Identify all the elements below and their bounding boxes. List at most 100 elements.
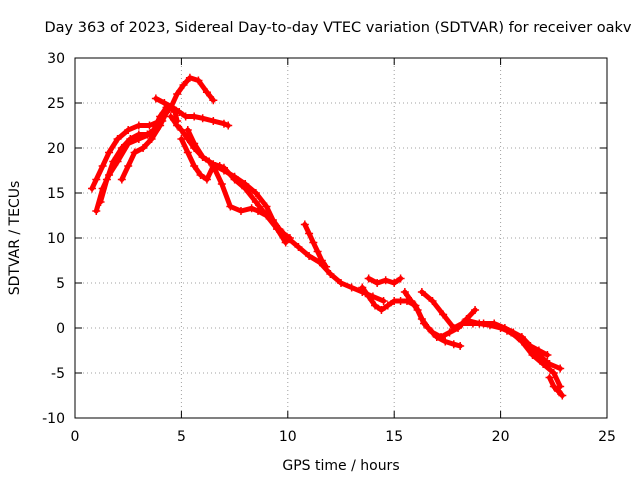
data-point bbox=[364, 274, 373, 283]
data-point bbox=[441, 337, 450, 346]
data-point bbox=[449, 324, 458, 332]
data-point bbox=[134, 121, 143, 130]
series-line bbox=[466, 318, 563, 371]
data-point bbox=[358, 283, 367, 292]
y-tick-label: 30 bbox=[47, 51, 65, 67]
data-point bbox=[326, 270, 335, 278]
x-tick-label: 25 bbox=[598, 429, 616, 445]
data-point bbox=[283, 234, 292, 242]
data-point bbox=[458, 319, 467, 328]
data-point bbox=[507, 328, 516, 337]
data-point bbox=[247, 204, 256, 213]
data-point bbox=[556, 364, 565, 373]
data-point bbox=[219, 166, 228, 175]
grid bbox=[75, 58, 607, 418]
x-tick-label: 15 bbox=[385, 429, 403, 445]
data-point bbox=[549, 382, 558, 391]
data-point bbox=[224, 121, 233, 130]
y-tick-label: -5 bbox=[51, 366, 65, 382]
axis-ticks bbox=[74, 57, 608, 419]
series-arc-i bbox=[273, 225, 388, 305]
data-point bbox=[183, 148, 192, 157]
data-point bbox=[113, 135, 122, 143]
data-point bbox=[464, 316, 473, 325]
data-point bbox=[143, 130, 152, 139]
data-point bbox=[88, 184, 97, 193]
series-line bbox=[508, 330, 563, 389]
data-point bbox=[437, 333, 446, 341]
data-point bbox=[130, 148, 139, 157]
series-arc-c bbox=[96, 103, 171, 206]
data-point bbox=[400, 288, 409, 296]
data-point bbox=[190, 139, 199, 148]
y-tick-label: 25 bbox=[47, 96, 65, 112]
data-point bbox=[92, 207, 101, 215]
data-point bbox=[198, 153, 207, 161]
data-point bbox=[554, 387, 563, 395]
data-point bbox=[168, 103, 177, 112]
data-point bbox=[413, 306, 422, 314]
axis-tick-labels: 0 5 10 15 20 25 -10 -5 0 5 10 15 20 25 30 bbox=[42, 51, 616, 445]
data-point bbox=[117, 175, 126, 184]
y-tick-label: -10 bbox=[42, 411, 65, 427]
series-line bbox=[153, 96, 231, 128]
data-point bbox=[377, 306, 386, 314]
data-point bbox=[183, 126, 192, 134]
data-point bbox=[281, 238, 290, 247]
data-point bbox=[449, 340, 458, 349]
data-point bbox=[549, 369, 558, 377]
data-point bbox=[205, 157, 214, 166]
y-tick-label: 15 bbox=[47, 186, 65, 202]
data-point bbox=[209, 96, 218, 105]
data-point bbox=[347, 283, 356, 292]
x-axis-label: GPS time / hours bbox=[282, 458, 399, 474]
data-point bbox=[528, 351, 537, 359]
data-point bbox=[322, 262, 331, 271]
data-point bbox=[254, 207, 263, 215]
data-point bbox=[273, 225, 282, 233]
data-point bbox=[241, 180, 250, 188]
data-point bbox=[428, 297, 437, 305]
data-point bbox=[471, 306, 480, 314]
data-point bbox=[147, 135, 156, 143]
data-point bbox=[539, 360, 548, 368]
data-point bbox=[371, 301, 380, 310]
data-point bbox=[173, 121, 182, 130]
data-point bbox=[300, 220, 309, 229]
data-point bbox=[230, 172, 239, 181]
data-point bbox=[211, 162, 220, 170]
x-tick-label: 5 bbox=[177, 429, 186, 445]
data-point bbox=[179, 81, 188, 89]
series-line bbox=[547, 375, 565, 398]
y-tick-label: 0 bbox=[56, 321, 65, 337]
data-point bbox=[156, 121, 165, 130]
data-point bbox=[383, 301, 392, 310]
data-point bbox=[185, 73, 194, 82]
data-point bbox=[181, 112, 190, 121]
x-tick-label: 20 bbox=[492, 429, 510, 445]
data-point bbox=[428, 328, 437, 337]
data-point bbox=[251, 189, 260, 197]
data-point bbox=[98, 162, 107, 170]
data-point bbox=[543, 351, 552, 359]
data-point bbox=[145, 121, 154, 130]
data-point bbox=[445, 328, 454, 337]
data-point bbox=[337, 279, 345, 287]
data-point bbox=[173, 90, 182, 98]
data-point bbox=[417, 288, 426, 296]
data-point bbox=[177, 135, 186, 143]
data-point bbox=[194, 76, 203, 85]
data-series bbox=[88, 73, 567, 400]
data-point bbox=[381, 276, 390, 285]
data-point bbox=[166, 112, 175, 121]
y-tick-label: 10 bbox=[47, 231, 65, 247]
data-point bbox=[190, 112, 199, 121]
data-point bbox=[305, 229, 314, 238]
series-arc-k bbox=[358, 283, 465, 350]
data-point bbox=[251, 198, 260, 206]
x-tick-label: 0 bbox=[71, 429, 80, 445]
data-point bbox=[558, 391, 567, 400]
data-point bbox=[202, 175, 211, 184]
data-point bbox=[96, 198, 105, 206]
